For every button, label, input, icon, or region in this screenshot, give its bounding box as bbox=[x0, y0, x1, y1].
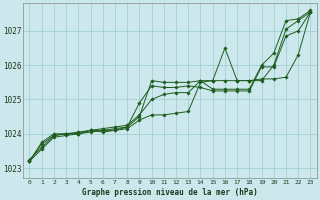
X-axis label: Graphe pression niveau de la mer (hPa): Graphe pression niveau de la mer (hPa) bbox=[82, 188, 258, 197]
